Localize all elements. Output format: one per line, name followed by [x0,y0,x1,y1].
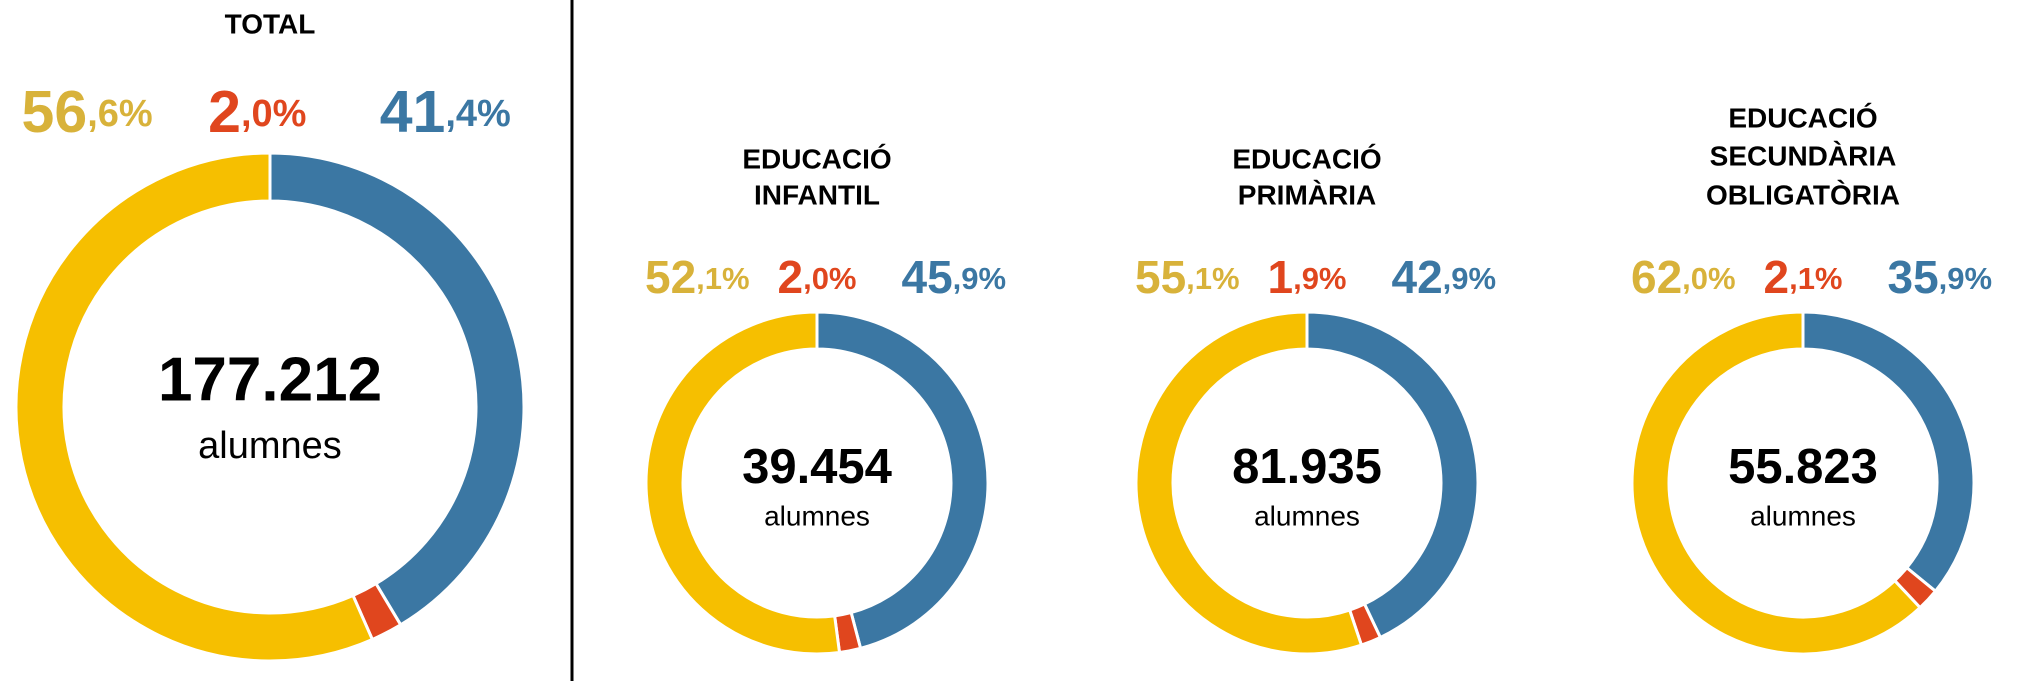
total-unit: alumnes [764,500,870,531]
chart-title: EDUCACIÓ [1728,102,1877,133]
donut-segment [268,151,526,627]
chart-title: INFANTIL [754,179,880,210]
donut-segment [1134,310,1364,656]
value-label: 45,9% [902,251,1007,303]
total-unit: alumnes [198,425,342,467]
donut-segment [1630,310,1923,656]
value-label: 62,0% [1631,251,1736,303]
value-label: 2,0% [208,79,306,145]
value-label: 1,9% [1267,251,1346,303]
chart-title: SECUNDÀRIA [1710,140,1897,171]
chart-title: EDUCACIÓ [742,143,891,174]
value-label: 2,1% [1763,251,1842,303]
total-unit: alumnes [1254,500,1360,531]
total-unit: alumnes [1750,500,1856,531]
total-value: 55.823 [1728,440,1878,494]
value-label: 2,0% [777,251,856,303]
value-label: 35,9% [1888,251,1993,303]
donut-segment [14,151,375,663]
chart-title: EDUCACIÓ [1232,143,1381,174]
chart-title: TOTAL [225,8,316,39]
value-label: 55,1% [1135,251,1240,303]
value-label: 41,4% [380,79,511,145]
chart-title: PRIMÀRIA [1238,179,1376,210]
chart-title: OBLIGATÒRIA [1706,179,1900,210]
value-label: 42,9% [1392,251,1497,303]
total-value: 81.935 [1232,440,1382,494]
donut-segment [815,310,990,651]
value-label: 52,1% [645,251,750,303]
donut-segment [1305,310,1480,640]
donut-segment [644,310,842,656]
total-value: 39.454 [742,440,892,494]
total-value: 177.212 [158,345,382,414]
value-label: 56,6% [22,79,153,145]
